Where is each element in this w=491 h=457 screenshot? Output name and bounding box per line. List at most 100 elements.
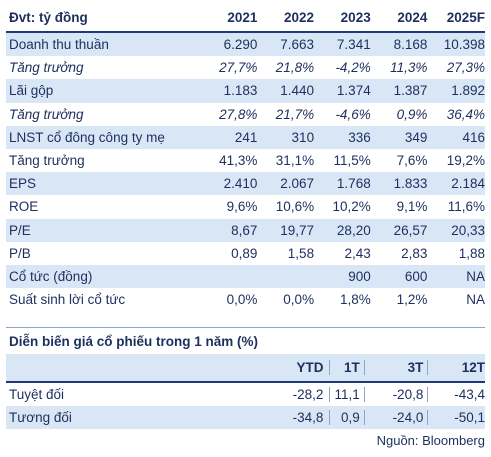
cell: -20,8 bbox=[365, 387, 429, 402]
cell: 1.833 bbox=[393, 176, 428, 192]
row-label: Tăng trưởng bbox=[9, 106, 84, 122]
table-row: Lãi gộp 1.183 1.440 1.374 1.387 1.892 bbox=[6, 79, 485, 103]
cell: 2.067 bbox=[280, 176, 315, 192]
cell: NA bbox=[466, 292, 485, 308]
table-row: Tuyệt đối -28,2 11,1 -20,8 -43,4 bbox=[6, 383, 485, 406]
row-label: Doanh thu thuần bbox=[9, 37, 109, 53]
cell: 9,6% bbox=[226, 199, 258, 215]
year-header: 2024 bbox=[397, 10, 428, 25]
cell: 0,9% bbox=[396, 106, 428, 122]
cell: -43,4 bbox=[454, 387, 485, 402]
cell: 11,3% bbox=[390, 60, 428, 76]
table-header: Đvt: tỷ đồng 2021 2022 2023 2024 2025F bbox=[6, 4, 485, 33]
cell: 1,88 bbox=[458, 245, 485, 261]
cell: 11,5% bbox=[333, 153, 371, 169]
cell: 1.387 bbox=[393, 83, 428, 99]
cell: 0,9 bbox=[330, 410, 365, 425]
cell: 27,3% bbox=[446, 60, 485, 76]
cell: 7.341 bbox=[336, 37, 371, 53]
table-row: P/B 0,89 1,58 2,43 2,83 1,88 bbox=[6, 242, 485, 265]
cell: 900 bbox=[348, 268, 371, 284]
cell: 36,4% bbox=[446, 106, 485, 122]
section-title: Diễn biến giá cổ phiếu trong 1 năm (%) bbox=[6, 327, 485, 354]
cell: NA bbox=[466, 268, 485, 284]
cell: 1.183 bbox=[223, 83, 258, 99]
cell: -50,1 bbox=[454, 410, 485, 425]
table-row: Doanh thu thuần 6.290 7.663 7.341 8.168 … bbox=[6, 33, 485, 57]
cell: 310 bbox=[291, 129, 315, 145]
cell: 10,6% bbox=[275, 199, 315, 215]
row-label: Tuyệt đối bbox=[9, 387, 65, 402]
row-label: Cổ tức (đồng) bbox=[9, 268, 93, 284]
table-header: YTD 1T 3T 12T bbox=[6, 354, 485, 383]
row-label: P/B bbox=[9, 245, 31, 261]
table-row: EPS 2.410 2.067 1.768 1.833 2.184 bbox=[6, 172, 485, 196]
cell: 28,20 bbox=[336, 222, 371, 238]
cell: 8,67 bbox=[231, 222, 258, 238]
cell: 20,33 bbox=[451, 222, 485, 238]
cell: -24,0 bbox=[365, 410, 429, 425]
cell: 600 bbox=[404, 268, 428, 284]
cell: -34,8 bbox=[214, 410, 331, 425]
column-header: 12T bbox=[461, 360, 485, 375]
cell: 2,83 bbox=[401, 245, 428, 261]
column-header: 3T bbox=[365, 360, 429, 375]
cell: 7.663 bbox=[280, 37, 315, 53]
financial-summary-table: Đvt: tỷ đồng 2021 2022 2023 2024 2025F D… bbox=[6, 4, 485, 311]
cell: 2.410 bbox=[223, 176, 258, 192]
cell: 0,0% bbox=[283, 292, 315, 308]
cell: 1,58 bbox=[287, 245, 315, 261]
cell: 7,6% bbox=[396, 153, 428, 169]
cell: 8.168 bbox=[393, 37, 428, 53]
cell: 27,7% bbox=[219, 60, 258, 76]
year-header: 2022 bbox=[284, 10, 315, 25]
cell: 349 bbox=[404, 129, 428, 145]
row-label: ROE bbox=[9, 199, 39, 215]
cell: 2.184 bbox=[451, 176, 485, 192]
cell: 1,8% bbox=[339, 292, 371, 308]
table-row: Tăng trưởng 27,7% 21,8% -4,2% 11,3% 27,3… bbox=[6, 56, 485, 79]
row-label: Tăng trưởng bbox=[9, 60, 84, 76]
row-label: Lãi gộp bbox=[9, 83, 54, 99]
cell: 26,57 bbox=[393, 222, 428, 238]
unit-label: Đvt: tỷ đồng bbox=[9, 10, 88, 25]
table-row: LNST cổ đông công ty mẹ 241 310 336 349 … bbox=[6, 125, 485, 149]
row-label: Suất sinh lời cổ tức bbox=[9, 292, 126, 308]
cell: 1,2% bbox=[396, 292, 428, 308]
cell: 9,1% bbox=[396, 199, 428, 215]
cell: 10.398 bbox=[443, 37, 485, 53]
cell: 1.892 bbox=[451, 83, 485, 99]
row-label: EPS bbox=[9, 176, 37, 192]
cell: 1.374 bbox=[336, 83, 371, 99]
cell: 27,8% bbox=[219, 106, 258, 122]
table-row: ROE 9,6% 10,6% 10,2% 9,1% 11,6% bbox=[6, 195, 485, 218]
table-row: P/E 8,67 19,77 28,20 26,57 20,33 bbox=[6, 218, 485, 242]
cell: -4,6% bbox=[335, 106, 371, 122]
cell: 31,1% bbox=[275, 153, 315, 169]
cell: 21,8% bbox=[275, 60, 315, 76]
cell: 1.768 bbox=[336, 176, 371, 192]
row-label: P/E bbox=[9, 222, 31, 238]
table-row: Suất sinh lời cổ tức 0,0% 0,0% 1,8% 1,2%… bbox=[6, 288, 485, 311]
cell: 416 bbox=[462, 129, 485, 145]
table-row: Tăng trưởng 27,8% 21,7% -4,6% 0,9% 36,4% bbox=[6, 103, 485, 126]
cell: 1.440 bbox=[280, 83, 315, 99]
row-label: LNST cổ đông công ty mẹ bbox=[9, 129, 165, 145]
cell: 19,2% bbox=[446, 153, 485, 169]
cell: 10,2% bbox=[332, 199, 371, 215]
row-label: Tương đối bbox=[9, 410, 72, 425]
price-performance-table: Diễn biến giá cổ phiếu trong 1 năm (%) Y… bbox=[6, 327, 485, 429]
year-header: 2025F bbox=[446, 10, 485, 25]
cell: 0,0% bbox=[226, 292, 258, 308]
cell: 0,89 bbox=[231, 245, 258, 261]
cell: -28,2 bbox=[214, 387, 331, 402]
cell: -4,2% bbox=[335, 60, 371, 76]
cell: 21,7% bbox=[275, 106, 315, 122]
cell: 11,6% bbox=[447, 199, 485, 215]
year-header: 2021 bbox=[227, 10, 258, 25]
column-header: 1T bbox=[330, 360, 365, 375]
year-header: 2023 bbox=[340, 10, 371, 25]
cell: 336 bbox=[348, 129, 371, 145]
table-row: Tương đối -34,8 0,9 -24,0 -50,1 bbox=[6, 406, 485, 429]
